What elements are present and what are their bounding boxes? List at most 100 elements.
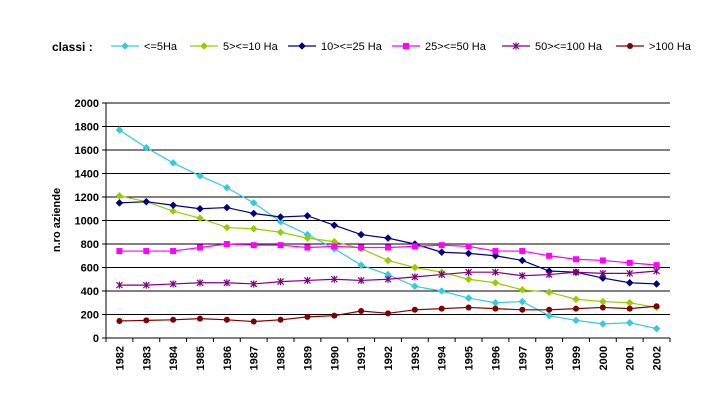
data-point [411, 263, 419, 272]
data-point [491, 278, 500, 287]
data-point [277, 316, 284, 323]
data-point [492, 268, 499, 276]
data-point [545, 288, 553, 297]
y-tick-label: 1400 [75, 169, 99, 181]
data-point [384, 234, 392, 242]
legend: <=5Ha 5><=10 Ha 10><=25 Ha 25><=50 Ha 50><=1… [111, 41, 692, 53]
data-point [464, 294, 473, 302]
data-point [196, 279, 204, 287]
data-point [223, 316, 230, 323]
data-point [625, 318, 634, 327]
data-point [599, 297, 607, 306]
x-tick-label: 1985 [195, 346, 207, 370]
data-point [652, 324, 661, 333]
legend-marker [627, 43, 633, 49]
data-point [250, 280, 258, 288]
data-point [465, 304, 472, 311]
legend-item: 25><=50 Ha [392, 41, 487, 53]
data-point [303, 234, 312, 242]
y-tick-label: 1600 [75, 145, 99, 157]
data-point [357, 230, 365, 239]
data-point [116, 281, 123, 289]
legend-marker [298, 42, 306, 50]
data-point [385, 244, 391, 251]
x-tick-label: 1996 [490, 346, 502, 370]
legend-label: 25><=50 Ha [425, 41, 487, 53]
data-point [303, 211, 312, 220]
data-point [625, 298, 634, 307]
data-point [196, 214, 204, 223]
data-point [572, 268, 580, 276]
x-tick-label: 1986 [222, 346, 234, 370]
legend-marker [200, 42, 208, 50]
data-point [465, 243, 472, 250]
data-point [223, 223, 231, 232]
x-tick-label: 1988 [276, 346, 288, 370]
data-point [170, 248, 177, 255]
legend-title: classi : [52, 40, 93, 54]
data-point [546, 252, 553, 259]
y-tick-label: 1000 [75, 216, 99, 228]
data-point [599, 257, 606, 264]
data-point [385, 310, 391, 317]
data-point [170, 316, 177, 323]
data-point [572, 316, 580, 325]
data-point [518, 285, 527, 294]
data-point [142, 197, 151, 206]
data-point [197, 244, 203, 251]
data-point [143, 248, 150, 255]
data-point [518, 297, 527, 306]
series-5 [116, 303, 660, 325]
x-tick-label: 1991 [356, 346, 368, 370]
legend-label: 50><=100 Ha [535, 41, 603, 53]
series-3 [116, 241, 660, 269]
x-tick-label: 1982 [114, 346, 126, 370]
data-point [384, 256, 392, 265]
data-point [276, 228, 285, 237]
data-point [304, 276, 311, 284]
y-tick-label: 600 [81, 263, 99, 275]
data-point [331, 312, 338, 319]
legend-label: <=5Ha [144, 41, 178, 53]
data-point [223, 203, 231, 212]
data-point [357, 276, 365, 284]
data-point [572, 295, 580, 304]
data-point [411, 273, 419, 281]
data-point [330, 221, 339, 230]
data-point [411, 282, 419, 291]
x-tick-label: 1997 [517, 346, 529, 370]
data-point [169, 280, 177, 288]
x-tick-label: 1999 [571, 346, 583, 370]
data-point [249, 199, 258, 207]
data-point [223, 279, 231, 287]
legend-marker [512, 42, 520, 50]
data-point [545, 311, 553, 320]
x-tick-label: 2002 [652, 346, 664, 370]
y-tick-label: 1200 [75, 192, 99, 204]
data-point [331, 243, 338, 250]
legend-item: 50><=100 Ha [502, 41, 603, 53]
data-point [169, 201, 177, 210]
data-point [491, 298, 500, 307]
gridlines [106, 102, 670, 315]
data-point [196, 171, 204, 180]
data-point [358, 307, 365, 314]
data-point [169, 159, 177, 167]
legend-marker [403, 43, 409, 49]
data-point [223, 183, 231, 192]
data-point [115, 191, 124, 200]
data-point [438, 271, 446, 279]
axes [102, 102, 671, 342]
data-point [116, 317, 123, 324]
data-point [519, 248, 526, 255]
x-tick-label: 1994 [437, 345, 449, 370]
data-point [277, 278, 284, 286]
data-point [626, 305, 633, 312]
legend-item: >100 Ha [616, 41, 692, 53]
data-point [304, 244, 311, 251]
x-tick-label: 1989 [302, 346, 314, 370]
y-tick-label: 400 [81, 286, 99, 298]
series-0 [115, 126, 661, 333]
y-tick-label: 2000 [75, 98, 99, 110]
data-point [276, 217, 285, 226]
